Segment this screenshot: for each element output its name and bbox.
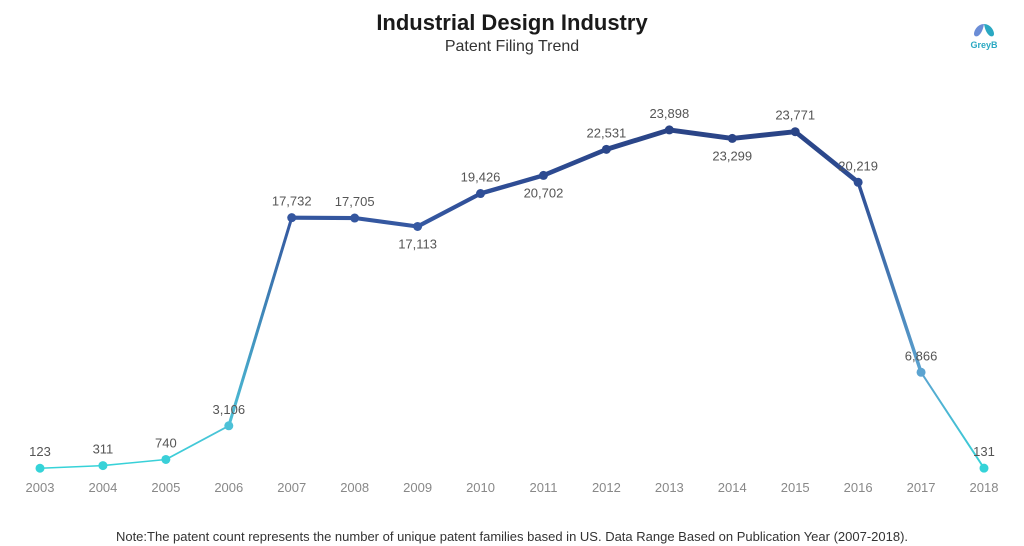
chart-segment [229,218,292,426]
value-label: 23,771 [775,108,815,123]
chart-segment [669,130,732,139]
chart-segment [858,182,921,372]
data-point [287,213,296,222]
chart-subtitle: Patent Filing Trend [0,38,1024,56]
value-label: 6,866 [905,348,938,363]
x-axis-label: 2017 [907,480,936,495]
x-axis-label: 2009 [403,480,432,495]
data-point [161,455,170,464]
data-point [224,421,233,430]
x-axis-label: 2008 [340,480,369,495]
chart-segment [103,459,166,465]
brand-logo: GreyB [960,20,1008,52]
chart-segment [543,149,606,175]
line-chart-svg: 123 311 740 3,106 17,732 17,705 17,113 19,426 20… [30,80,994,500]
data-point [602,145,611,154]
chart-segment [355,218,418,226]
data-point [476,189,485,198]
value-label: 131 [973,444,995,459]
value-label: 20,219 [838,158,878,173]
data-point [791,127,800,136]
x-axis-label: 2012 [592,480,621,495]
chart-title: Industrial Design Industry [0,10,1024,36]
x-axis-label: 2003 [26,480,55,495]
chart-segment [418,194,481,227]
x-axis-label: 2005 [151,480,180,495]
x-axis-label: 2007 [277,480,306,495]
x-axis-label: 2004 [88,480,117,495]
data-point [98,461,107,470]
value-label: 19,426 [461,170,501,185]
chart-container: GreyB Industrial Design Industry Patent … [0,10,1024,546]
value-label: 311 [93,442,114,457]
data-point [917,368,926,377]
x-axis-label: 2006 [214,480,243,495]
data-point [854,178,863,187]
x-axis-label: 2011 [529,480,557,495]
chart-segment [732,132,795,139]
data-point [350,214,359,223]
value-label: 123 [29,444,51,459]
value-label: 17,705 [335,194,375,209]
data-point [413,222,422,231]
chart-plot-area: 123 311 740 3,106 17,732 17,705 17,113 19,426 20… [30,80,994,500]
x-axis-label: 2013 [655,480,684,495]
data-point [665,125,674,134]
x-axis-label: 2018 [970,480,999,495]
data-point [728,134,737,143]
chart-footnote: Note:The patent count represents the num… [0,529,1024,544]
chart-segment [40,466,103,469]
data-point [36,464,45,473]
value-label: 23,299 [712,148,752,163]
data-point [539,171,548,180]
logo-text: GreyB [970,40,997,50]
chart-segment [795,132,858,183]
value-label: 23,898 [649,106,689,121]
value-label: 3,106 [213,402,246,417]
value-label: 17,732 [272,194,312,209]
value-label: 740 [155,435,177,450]
x-axis-label: 2015 [781,480,810,495]
x-axis-label: 2016 [844,480,873,495]
value-label: 20,702 [524,185,564,200]
data-point [980,464,989,473]
logo-icon [969,22,999,42]
value-label: 17,113 [398,236,437,251]
x-axis-label: 2014 [718,480,747,495]
value-label: 22,531 [587,125,627,140]
x-axis-label: 2010 [466,480,495,495]
